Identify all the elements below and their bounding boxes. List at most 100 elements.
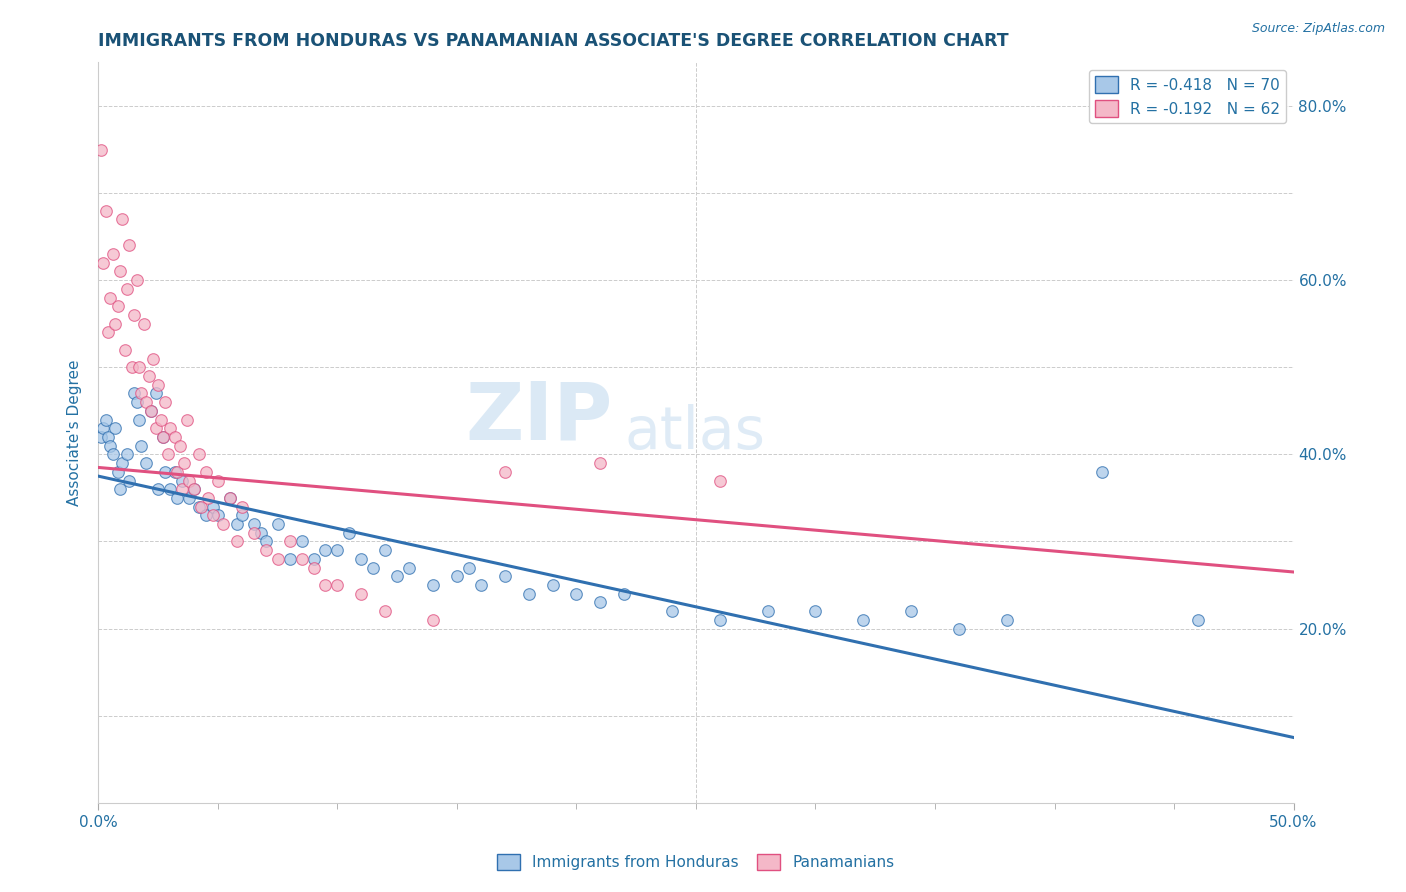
Text: IMMIGRANTS FROM HONDURAS VS PANAMANIAN ASSOCIATE'S DEGREE CORRELATION CHART: IMMIGRANTS FROM HONDURAS VS PANAMANIAN A… xyxy=(98,32,1010,50)
Point xyxy=(155,395,177,409)
Point xyxy=(446,569,468,583)
Point xyxy=(494,569,516,583)
Point xyxy=(118,474,141,488)
Point xyxy=(163,430,186,444)
Point xyxy=(128,360,150,375)
Point xyxy=(118,238,141,252)
Point xyxy=(169,439,191,453)
Point xyxy=(107,465,129,479)
Point xyxy=(187,447,209,461)
Point xyxy=(278,552,301,566)
Text: atlas: atlas xyxy=(624,404,765,461)
Point xyxy=(302,560,325,574)
Point xyxy=(363,560,385,574)
Point xyxy=(91,256,114,270)
Point xyxy=(111,456,134,470)
Point xyxy=(152,430,174,444)
Point xyxy=(135,395,157,409)
Point xyxy=(124,386,146,401)
Point xyxy=(94,412,117,426)
Point xyxy=(709,474,731,488)
Point xyxy=(166,465,188,479)
Point xyxy=(226,517,249,532)
Point xyxy=(458,560,481,574)
Point xyxy=(385,569,409,583)
Point xyxy=(202,500,225,514)
Point xyxy=(374,604,396,618)
Point xyxy=(315,578,337,592)
Point xyxy=(195,465,218,479)
Point xyxy=(187,500,209,514)
Point xyxy=(613,587,636,601)
Point xyxy=(111,212,134,227)
Point xyxy=(128,412,150,426)
Point xyxy=(231,508,253,523)
Point xyxy=(139,404,162,418)
Point xyxy=(90,430,112,444)
Point xyxy=(374,543,396,558)
Text: ZIP: ZIP xyxy=(465,379,613,457)
Point xyxy=(179,491,201,505)
Point xyxy=(267,517,290,532)
Point xyxy=(98,291,122,305)
Point xyxy=(98,439,122,453)
Point xyxy=(900,604,922,618)
Point xyxy=(104,317,127,331)
Point xyxy=(278,534,301,549)
Point xyxy=(422,613,444,627)
Point xyxy=(104,421,127,435)
Point xyxy=(211,517,233,532)
Point xyxy=(207,508,229,523)
Point xyxy=(195,508,218,523)
Point xyxy=(142,351,165,366)
Point xyxy=(291,534,314,549)
Point xyxy=(1187,613,1209,627)
Point xyxy=(101,447,124,461)
Point xyxy=(183,482,205,496)
Point xyxy=(254,543,277,558)
Point xyxy=(108,264,131,278)
Point xyxy=(948,622,970,636)
Point xyxy=(541,578,564,592)
Point xyxy=(179,474,201,488)
Point xyxy=(132,317,155,331)
Point xyxy=(219,491,242,505)
Point xyxy=(149,412,172,426)
Point xyxy=(124,308,146,322)
Point xyxy=(115,447,138,461)
Point xyxy=(243,525,266,540)
Point xyxy=(172,474,194,488)
Point xyxy=(339,525,361,540)
Point xyxy=(315,543,337,558)
Point xyxy=(121,360,143,375)
Point xyxy=(115,282,138,296)
Point xyxy=(131,439,153,453)
Point xyxy=(107,299,129,313)
Text: Source: ZipAtlas.com: Source: ZipAtlas.com xyxy=(1251,22,1385,36)
Point xyxy=(145,421,167,435)
Point xyxy=(172,482,194,496)
Point xyxy=(125,395,148,409)
Point xyxy=(243,517,266,532)
Legend: Immigrants from Honduras, Panamanians: Immigrants from Honduras, Panamanians xyxy=(491,847,901,877)
Point xyxy=(94,203,117,218)
Point xyxy=(756,604,779,618)
Point xyxy=(131,386,153,401)
Point xyxy=(135,456,157,470)
Point xyxy=(231,500,253,514)
Point xyxy=(145,386,167,401)
Point xyxy=(173,456,195,470)
Point xyxy=(470,578,492,592)
Point xyxy=(589,595,612,609)
Point xyxy=(517,587,540,601)
Point xyxy=(219,491,242,505)
Point xyxy=(159,421,181,435)
Point xyxy=(108,482,131,496)
Point xyxy=(267,552,290,566)
Point xyxy=(183,482,205,496)
Point xyxy=(152,430,174,444)
Point xyxy=(709,613,731,627)
Point xyxy=(326,578,349,592)
Point xyxy=(852,613,875,627)
Point xyxy=(291,552,314,566)
